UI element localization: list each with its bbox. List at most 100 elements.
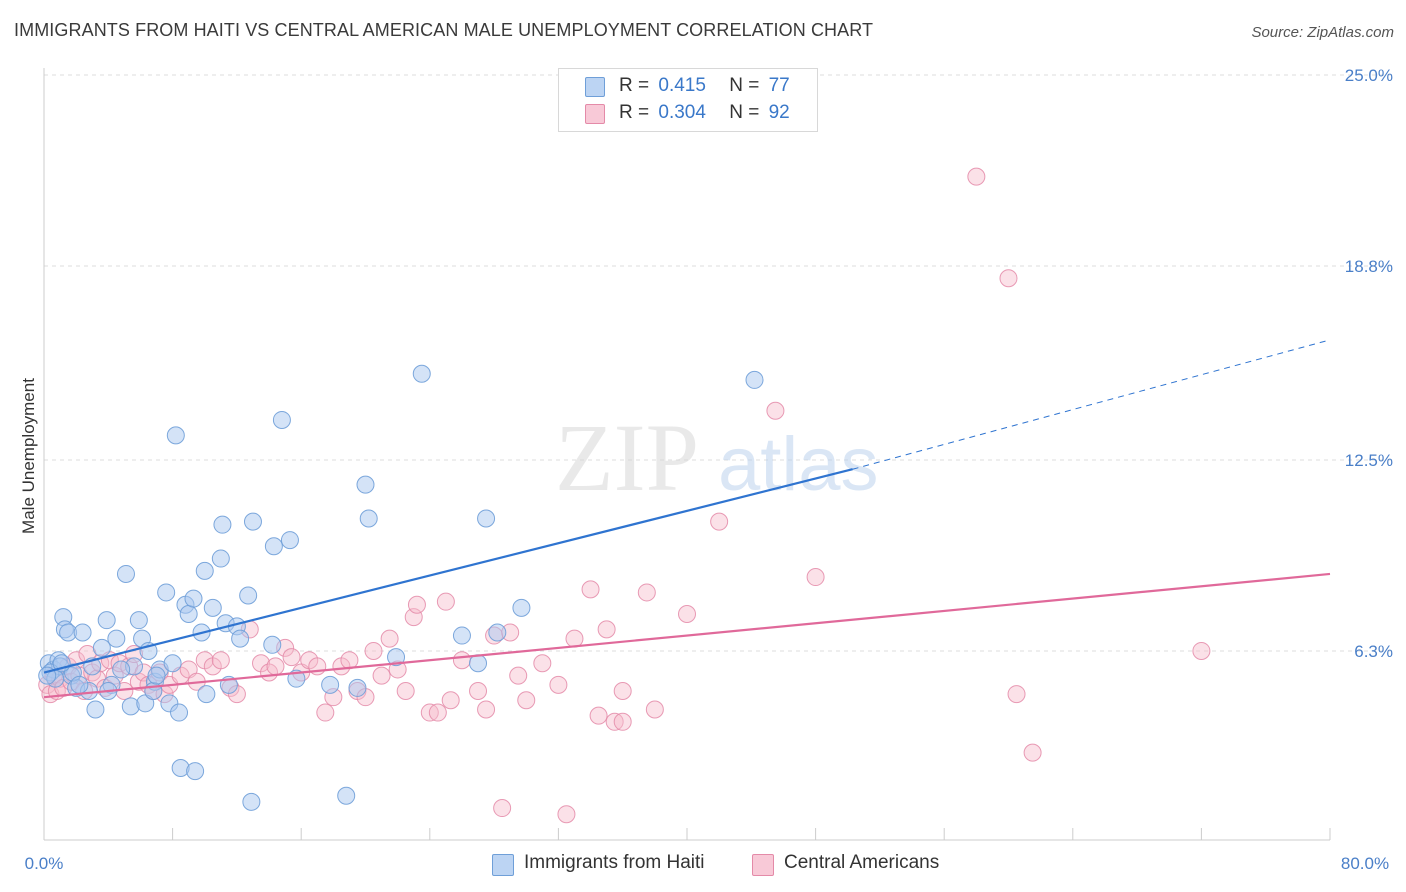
central-americans-point [517, 691, 536, 710]
legend-item-haiti[interactable]: Immigrants from Haiti [492, 852, 732, 878]
central-legend-label: Central Americans [784, 852, 940, 873]
central-swatch [585, 104, 605, 124]
central-americans-point [710, 512, 729, 531]
haiti-point [272, 410, 291, 429]
central-americans-point [316, 703, 335, 722]
central-americans-point [645, 700, 664, 719]
watermark-atlas: atlas [718, 422, 879, 507]
legend-item-central[interactable]: Central Americans [752, 852, 962, 878]
watermark: ZIP atlas [555, 404, 879, 511]
haiti-trend-extension [852, 339, 1331, 470]
haiti-point [211, 549, 230, 568]
haiti-point [387, 648, 406, 667]
haiti-point [242, 792, 261, 811]
central-americans-point [1023, 743, 1042, 762]
haiti-n-label: N = [729, 75, 760, 96]
haiti-point [264, 537, 283, 556]
haiti-swatch [585, 77, 605, 97]
haiti-trend-line [43, 468, 853, 674]
haiti-point [231, 629, 250, 648]
haiti-point [186, 762, 205, 781]
central-n-value: 92 [768, 102, 790, 123]
central-n-label: N = [729, 102, 760, 123]
haiti-point [359, 509, 378, 528]
central-americans-point [533, 654, 552, 673]
central-americans-point [509, 666, 528, 685]
haiti-point [488, 623, 507, 642]
haiti-point [129, 611, 148, 630]
central-americans-point [999, 269, 1018, 288]
haiti-point [452, 626, 471, 645]
central-americans-point [477, 700, 496, 719]
central-americans-point [637, 583, 656, 602]
haiti-point [166, 426, 185, 445]
x-tick-label-max: 80.0% [1341, 854, 1389, 873]
haiti-point [477, 509, 496, 528]
haiti-point [203, 598, 222, 617]
y-tick-label: 12.5% [1345, 451, 1393, 470]
central-americans-point [613, 712, 632, 731]
central-americans-point [493, 799, 512, 818]
haiti-point [197, 685, 216, 704]
central-americans-point [441, 691, 460, 710]
central-americans-point [597, 620, 616, 639]
central-americans-point [678, 605, 696, 623]
haiti-point [86, 700, 105, 719]
haiti-point [73, 623, 92, 642]
haiti-legend-label: Immigrants from Haiti [524, 852, 705, 873]
haiti-point [107, 629, 126, 648]
central-americans-point [452, 651, 471, 670]
central-legend-swatch [752, 854, 774, 876]
central-americans-point [967, 167, 986, 186]
x-axis-ticks [43, 828, 1331, 840]
haiti-point [195, 561, 214, 580]
central-americans-point [1007, 685, 1026, 704]
watermark-zip: ZIP [555, 404, 699, 511]
central-americans-point [428, 703, 447, 722]
haiti-point [512, 598, 531, 617]
x-tick-label-min: 0.0% [25, 854, 64, 873]
haiti-point [92, 638, 111, 657]
haiti-point [170, 703, 189, 722]
source-label: Source: ZipAtlas.com [1251, 24, 1394, 41]
central-americans-point [372, 666, 391, 685]
haiti-point [116, 564, 135, 583]
central-americans-point [211, 651, 230, 670]
haiti-point [184, 589, 203, 608]
central-americans-point [589, 706, 608, 725]
central-americans-point [469, 682, 488, 700]
haiti-r-value: 0.415 [658, 75, 706, 96]
haiti-point [745, 370, 764, 389]
haiti-r-label: R = [619, 75, 650, 96]
haiti-point [243, 512, 262, 531]
haiti-point [263, 635, 282, 654]
central-americans-point [549, 675, 568, 694]
haiti-point [97, 611, 116, 630]
chart-title: IMMIGRANTS FROM HAITI VS CENTRAL AMERICA… [14, 20, 874, 40]
central-americans-point [364, 641, 383, 660]
haiti-point [337, 786, 356, 805]
central-americans-point [1192, 641, 1211, 660]
central-americans-point [613, 682, 632, 700]
central-americans-point [407, 595, 426, 614]
haiti-point [112, 660, 131, 679]
haiti-point [70, 675, 89, 694]
central-americans-point [396, 682, 415, 700]
haiti-point [239, 586, 258, 605]
y-tick-label: 6.3% [1354, 642, 1393, 661]
y-axis-label: Male Unemployment [19, 378, 38, 534]
haiti-point [157, 583, 176, 602]
haiti-point [348, 678, 367, 697]
central-americans-point [766, 401, 785, 420]
haiti-point [213, 515, 232, 534]
stats-legend: R = 0.415 N = 77 R = 0.304 N = 92 [558, 68, 818, 132]
series-central-americans-points [38, 167, 1211, 824]
haiti-legend-swatch [492, 854, 514, 876]
y-tick-label: 18.8% [1345, 257, 1393, 276]
haiti-point [412, 364, 431, 383]
central-americans-point [581, 580, 600, 599]
haiti-point [356, 475, 375, 494]
central-americans-point [282, 648, 301, 667]
haiti-point [280, 531, 299, 550]
